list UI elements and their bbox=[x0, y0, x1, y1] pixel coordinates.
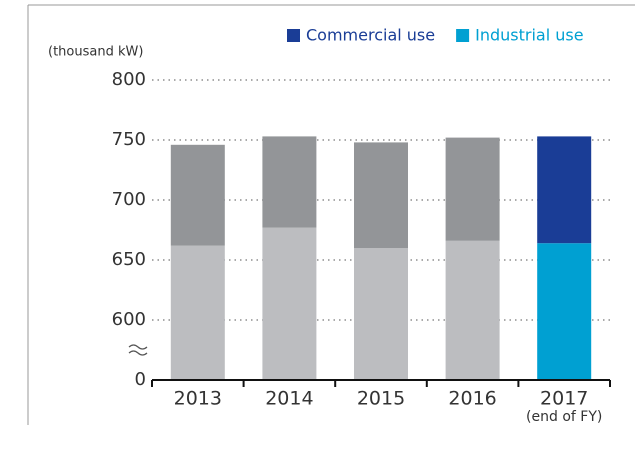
x-tick-label: 2017 bbox=[540, 388, 588, 410]
axis-break bbox=[128, 350, 148, 356]
bar-segment bbox=[537, 136, 592, 244]
x-tick-label: 2014 bbox=[265, 388, 313, 410]
x-tick-sublabel: (end of FY) bbox=[526, 409, 602, 425]
axis-break bbox=[128, 344, 148, 350]
y-tick-label: 800 bbox=[112, 69, 146, 90]
bar-segment bbox=[445, 137, 500, 241]
x-tick-label: 2015 bbox=[357, 388, 405, 410]
y-tick-label: 700 bbox=[112, 189, 146, 210]
y-tick-label: 0 bbox=[135, 369, 146, 390]
bar-segment bbox=[537, 243, 592, 380]
bar-segment bbox=[445, 240, 500, 380]
y-tick-label: 650 bbox=[112, 249, 146, 270]
bar-segment bbox=[354, 142, 408, 248]
y-tick-label: 600 bbox=[112, 309, 146, 330]
y-tick-label: 750 bbox=[112, 129, 146, 150]
bar-segment bbox=[262, 136, 317, 228]
bar-segment bbox=[170, 144, 225, 246]
x-tick-label: 2013 bbox=[174, 388, 222, 410]
bar-segment bbox=[170, 245, 225, 380]
y-axis-label: (thousand kW) bbox=[48, 45, 143, 60]
bar-segment bbox=[262, 227, 317, 380]
legend-label: Industrial use bbox=[475, 26, 583, 45]
legend-swatch bbox=[456, 29, 470, 42]
x-tick-label: 2016 bbox=[448, 388, 496, 410]
legend-swatch bbox=[287, 29, 300, 42]
bar-segment bbox=[354, 248, 408, 380]
legend-label: Commercial use bbox=[306, 26, 435, 45]
